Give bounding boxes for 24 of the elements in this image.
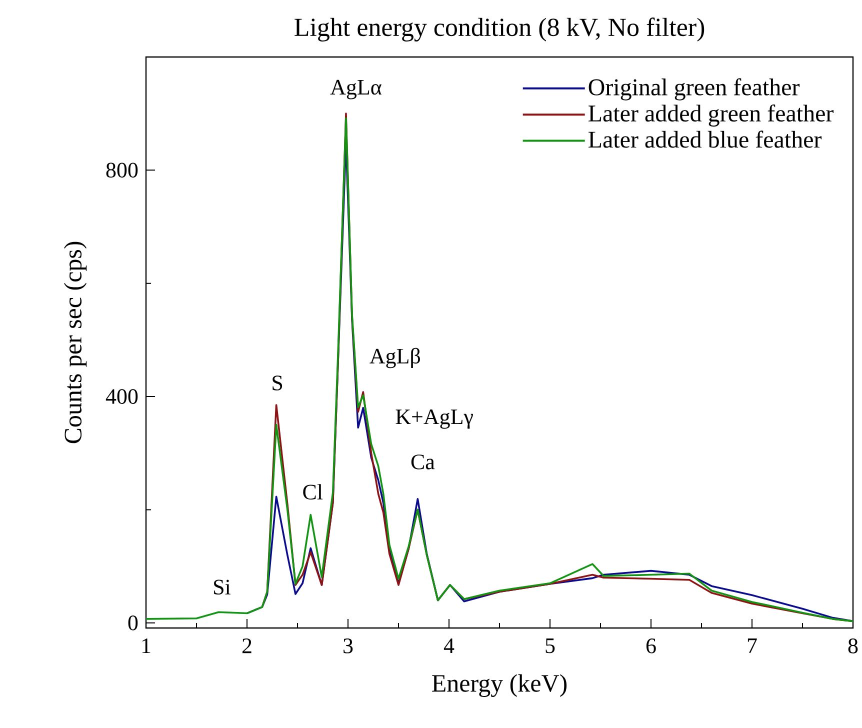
y-tick-label: 0 (128, 615, 138, 630)
legend-label: Later added green feather (588, 104, 834, 127)
y-tick-label: 400 (106, 389, 138, 404)
annotation: S (272, 376, 282, 390)
x-tick-label: 1 (142, 638, 150, 654)
x-tick-label: 4 (444, 638, 454, 653)
annotation: Ca (411, 454, 435, 470)
x-tick-label: 3 (344, 638, 353, 654)
y-tick-label: 800 (106, 162, 138, 178)
annotation: AgLα (330, 80, 382, 100)
x-axis-title: Energy (keV) (432, 674, 567, 697)
x-tick-label: 2 (242, 638, 252, 654)
x-tick-label: 7 (748, 638, 757, 653)
legend-label: Original green feather (588, 78, 800, 100)
annotation: Cl (303, 484, 323, 500)
annotation: Si (214, 580, 230, 595)
annotation: K+AgLγ (396, 409, 473, 429)
x-tick-label: 8 (848, 638, 858, 654)
annotation: AgLβ (370, 348, 420, 368)
chart-title: Light energy condition (8 kV, No filter) (294, 18, 704, 42)
y-axis-title: Counts per sec (cps) (64, 242, 87, 444)
x-tick-label: 5 (546, 638, 555, 654)
legend-label: Later added blue feather (588, 130, 822, 148)
x-tick-label: 6 (646, 638, 656, 654)
